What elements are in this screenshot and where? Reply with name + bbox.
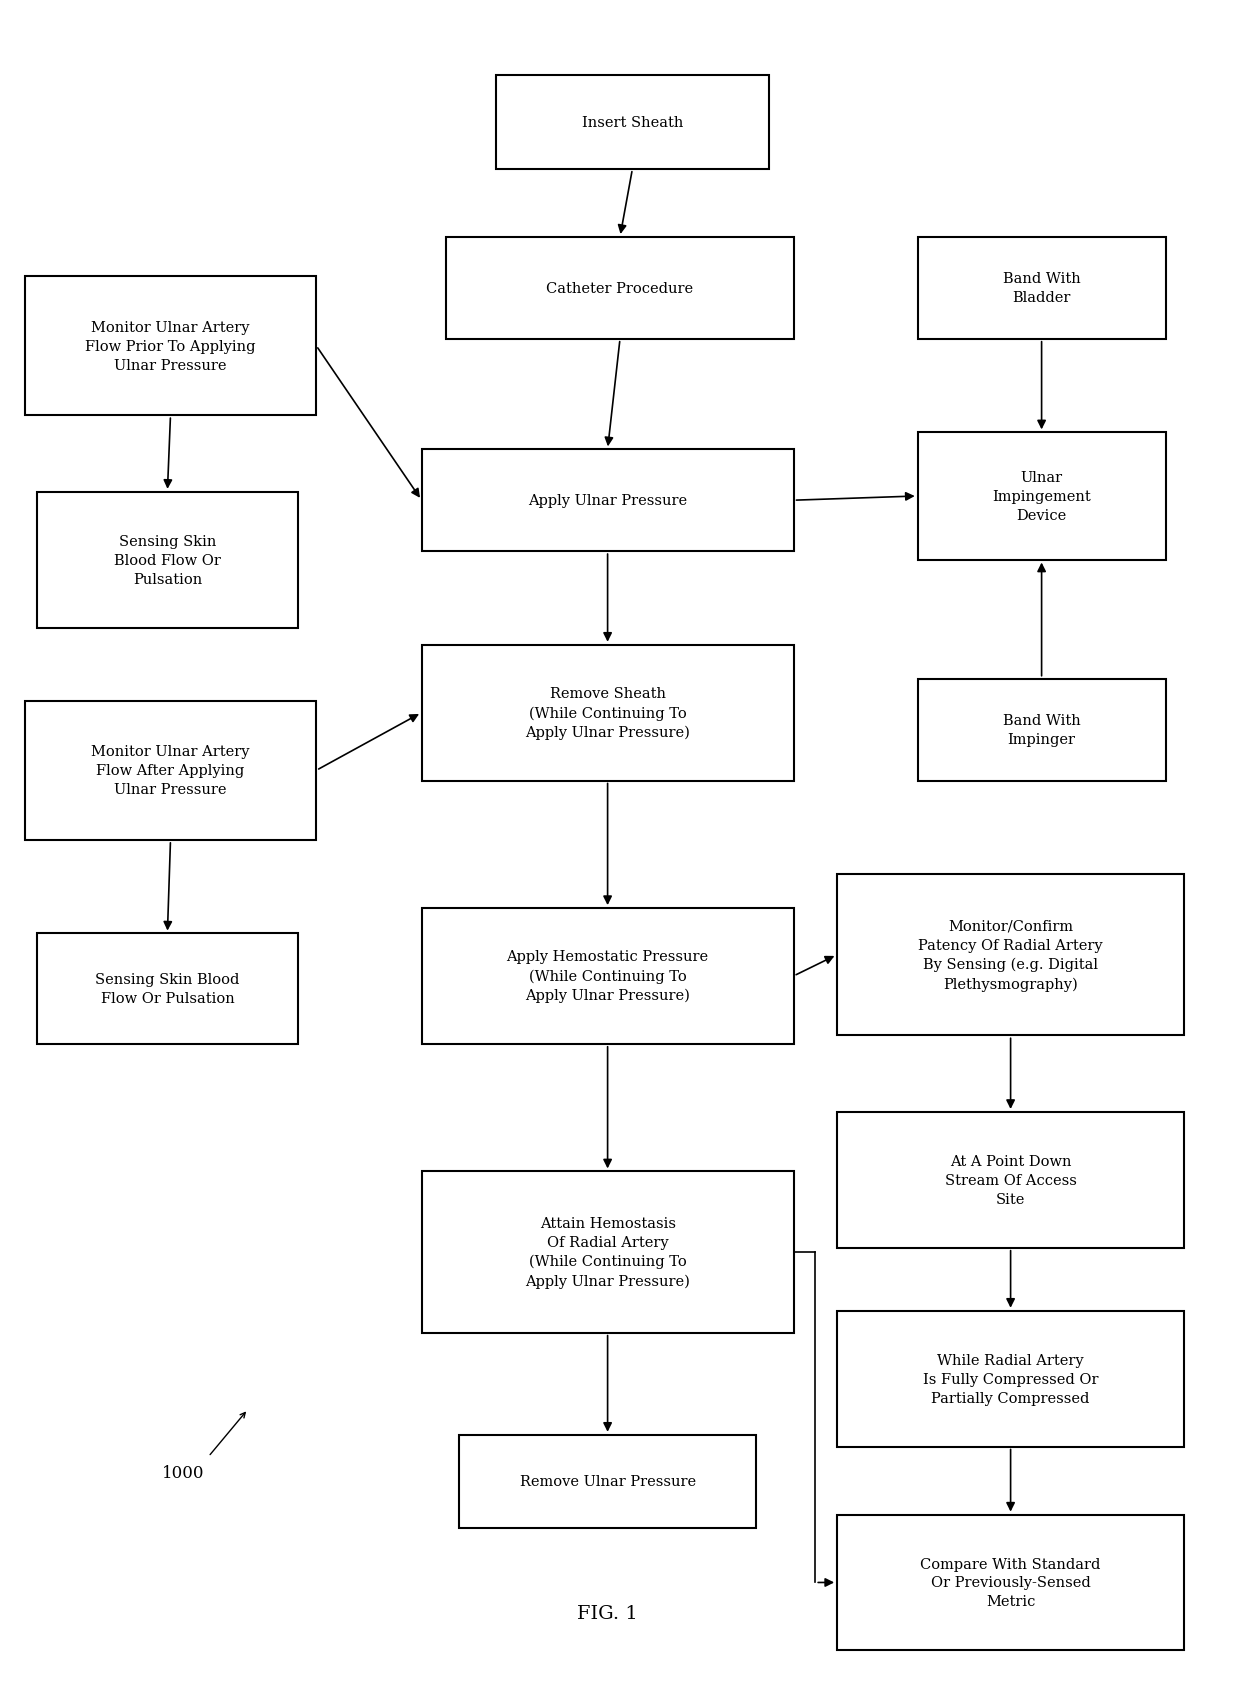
Text: 1000: 1000 — [162, 1464, 205, 1481]
Text: Monitor Ulnar Artery
Flow Prior To Applying
Ulnar Pressure: Monitor Ulnar Artery Flow Prior To Apply… — [86, 321, 255, 372]
FancyBboxPatch shape — [837, 874, 1184, 1036]
FancyBboxPatch shape — [25, 277, 316, 416]
FancyBboxPatch shape — [37, 934, 298, 1044]
Text: While Radial Artery
Is Fully Compressed Or
Partially Compressed: While Radial Artery Is Fully Compressed … — [923, 1353, 1099, 1404]
FancyBboxPatch shape — [446, 238, 794, 340]
FancyBboxPatch shape — [459, 1435, 756, 1528]
Text: Sensing Skin Blood
Flow Or Pulsation: Sensing Skin Blood Flow Or Pulsation — [95, 973, 239, 1005]
Text: Compare With Standard
Or Previously-Sensed
Metric: Compare With Standard Or Previously-Sens… — [920, 1557, 1101, 1608]
FancyBboxPatch shape — [422, 450, 794, 552]
Text: Band With
Bladder: Band With Bladder — [1003, 272, 1080, 306]
Text: Ulnar
Impingement
Device: Ulnar Impingement Device — [992, 470, 1091, 523]
Text: Sensing Skin
Blood Flow Or
Pulsation: Sensing Skin Blood Flow Or Pulsation — [114, 535, 221, 586]
FancyBboxPatch shape — [422, 1172, 794, 1333]
Text: Monitor/Confirm
Patency Of Radial Artery
By Sensing (e.g. Digital
Plethysmograph: Monitor/Confirm Patency Of Radial Artery… — [919, 919, 1102, 992]
FancyBboxPatch shape — [837, 1311, 1184, 1447]
Text: Catheter Procedure: Catheter Procedure — [547, 282, 693, 295]
Text: At A Point Down
Stream Of Access
Site: At A Point Down Stream Of Access Site — [945, 1155, 1076, 1206]
Text: Apply Ulnar Pressure: Apply Ulnar Pressure — [528, 494, 687, 508]
FancyBboxPatch shape — [837, 1515, 1184, 1650]
Text: Remove Ulnar Pressure: Remove Ulnar Pressure — [520, 1474, 696, 1489]
FancyBboxPatch shape — [25, 701, 316, 841]
FancyBboxPatch shape — [422, 908, 794, 1044]
Text: Band With
Impinger: Band With Impinger — [1003, 713, 1080, 747]
FancyBboxPatch shape — [918, 238, 1166, 340]
Text: Attain Hemostasis
Of Radial Artery
(While Continuing To
Apply Ulnar Pressure): Attain Hemostasis Of Radial Artery (Whil… — [526, 1216, 689, 1289]
Text: Monitor Ulnar Artery
Flow After Applying
Ulnar Pressure: Monitor Ulnar Artery Flow After Applying… — [92, 745, 249, 796]
FancyBboxPatch shape — [37, 492, 298, 628]
FancyBboxPatch shape — [918, 679, 1166, 781]
Text: Insert Sheath: Insert Sheath — [582, 115, 683, 131]
FancyBboxPatch shape — [837, 1112, 1184, 1248]
Text: FIG. 1: FIG. 1 — [578, 1605, 637, 1622]
FancyBboxPatch shape — [496, 76, 769, 170]
FancyBboxPatch shape — [918, 433, 1166, 560]
Text: Remove Sheath
(While Continuing To
Apply Ulnar Pressure): Remove Sheath (While Continuing To Apply… — [526, 686, 689, 740]
FancyBboxPatch shape — [422, 645, 794, 781]
Text: Apply Hemostatic Pressure
(While Continuing To
Apply Ulnar Pressure): Apply Hemostatic Pressure (While Continu… — [506, 949, 709, 1004]
